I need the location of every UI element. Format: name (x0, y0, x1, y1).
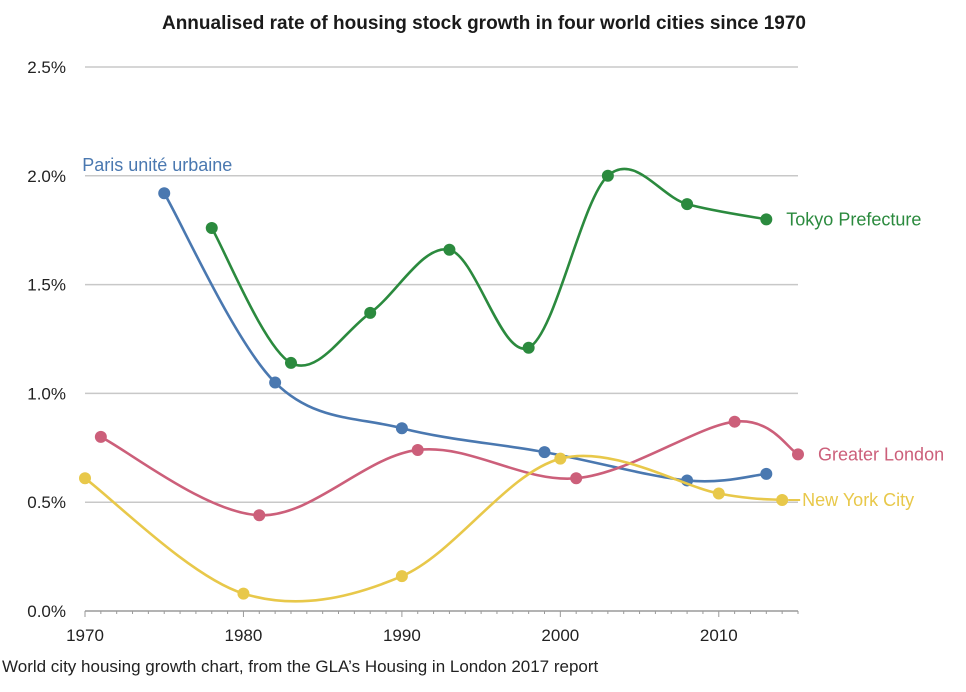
x-axis: 1970 1980 1990 2000 2010 (66, 610, 799, 645)
series-line-new-york-city (84, 454, 783, 603)
y-tick-label: 2.0% (27, 167, 66, 186)
data-point-tokyo-prefecture (681, 198, 694, 211)
data-point-tokyo-prefecture (284, 356, 297, 369)
figure-caption: World city housing growth chart, from th… (2, 657, 599, 676)
data-point-tokyo-prefecture (522, 341, 535, 354)
series-label-greater-london: Greater London (818, 444, 944, 464)
chart: Annualised rate of housing stock growth … (27, 13, 944, 645)
series-line-greater-london (100, 420, 799, 517)
chart-title: Annualised rate of housing stock growth … (162, 13, 806, 34)
y-tick-label: 1.0% (27, 384, 66, 403)
y-tick-label: 0.0% (27, 602, 66, 621)
data-point-paris-unite-urbaine (760, 467, 773, 480)
data-point-greater-london (94, 430, 107, 443)
data-point-greater-london (411, 443, 424, 456)
y-axis-ticks: 0.0% 0.5% 1.0% 1.5% 2.0% 2.5% (27, 58, 66, 621)
data-point-new-york-city (79, 472, 91, 485)
data-point-new-york-city (712, 487, 725, 500)
series-greater-london: Greater London (94, 415, 944, 522)
series-paris-unite-urbaine: Paris unité urbaine (82, 155, 773, 487)
data-point-greater-london (728, 415, 741, 428)
data-point-tokyo-prefecture (443, 243, 456, 256)
x-tick-label: 2010 (700, 626, 738, 645)
x-tick-label: 2000 (541, 626, 579, 645)
x-tick-label: 1980 (225, 626, 263, 645)
x-tick-label: 1990 (383, 626, 421, 645)
data-point-tokyo-prefecture (760, 213, 773, 226)
data-point-new-york-city (395, 570, 408, 583)
y-tick-label: 1.5% (27, 276, 66, 295)
series-new-york-city: New York City (79, 452, 914, 603)
series-label-tokyo-prefecture: Tokyo Prefecture (786, 209, 921, 229)
y-tick-label: 2.5% (27, 58, 66, 77)
series-label-new-york-city: New York City (802, 490, 914, 510)
data-point-greater-london (253, 509, 266, 522)
data-point-tokyo-prefecture (364, 306, 377, 319)
series-line-tokyo-prefecture (210, 167, 767, 367)
data-point-tokyo-prefecture (601, 169, 614, 182)
grid-lines (85, 66, 798, 503)
data-point-paris-unite-urbaine (395, 422, 408, 435)
series-line-paris-unite-urbaine (163, 192, 767, 483)
data-point-greater-london (570, 472, 583, 485)
data-point-new-york-city (554, 452, 567, 465)
data-point-new-york-city (776, 494, 789, 507)
series-label-paris-unite-urbaine: Paris unité urbaine (82, 155, 232, 175)
series-group: Paris unité urbaine Tokyo Prefecture Great… (79, 155, 944, 603)
x-tick-label: 1970 (66, 626, 104, 645)
data-point-paris-unite-urbaine (158, 187, 171, 200)
data-point-new-york-city (237, 587, 250, 600)
y-tick-label: 0.5% (27, 493, 66, 512)
data-point-paris-unite-urbaine (269, 376, 282, 389)
data-point-paris-unite-urbaine (538, 446, 551, 459)
series-tokyo-prefecture: Tokyo Prefecture (205, 167, 921, 369)
data-point-tokyo-prefecture (205, 222, 218, 235)
data-point-greater-london (792, 448, 804, 461)
